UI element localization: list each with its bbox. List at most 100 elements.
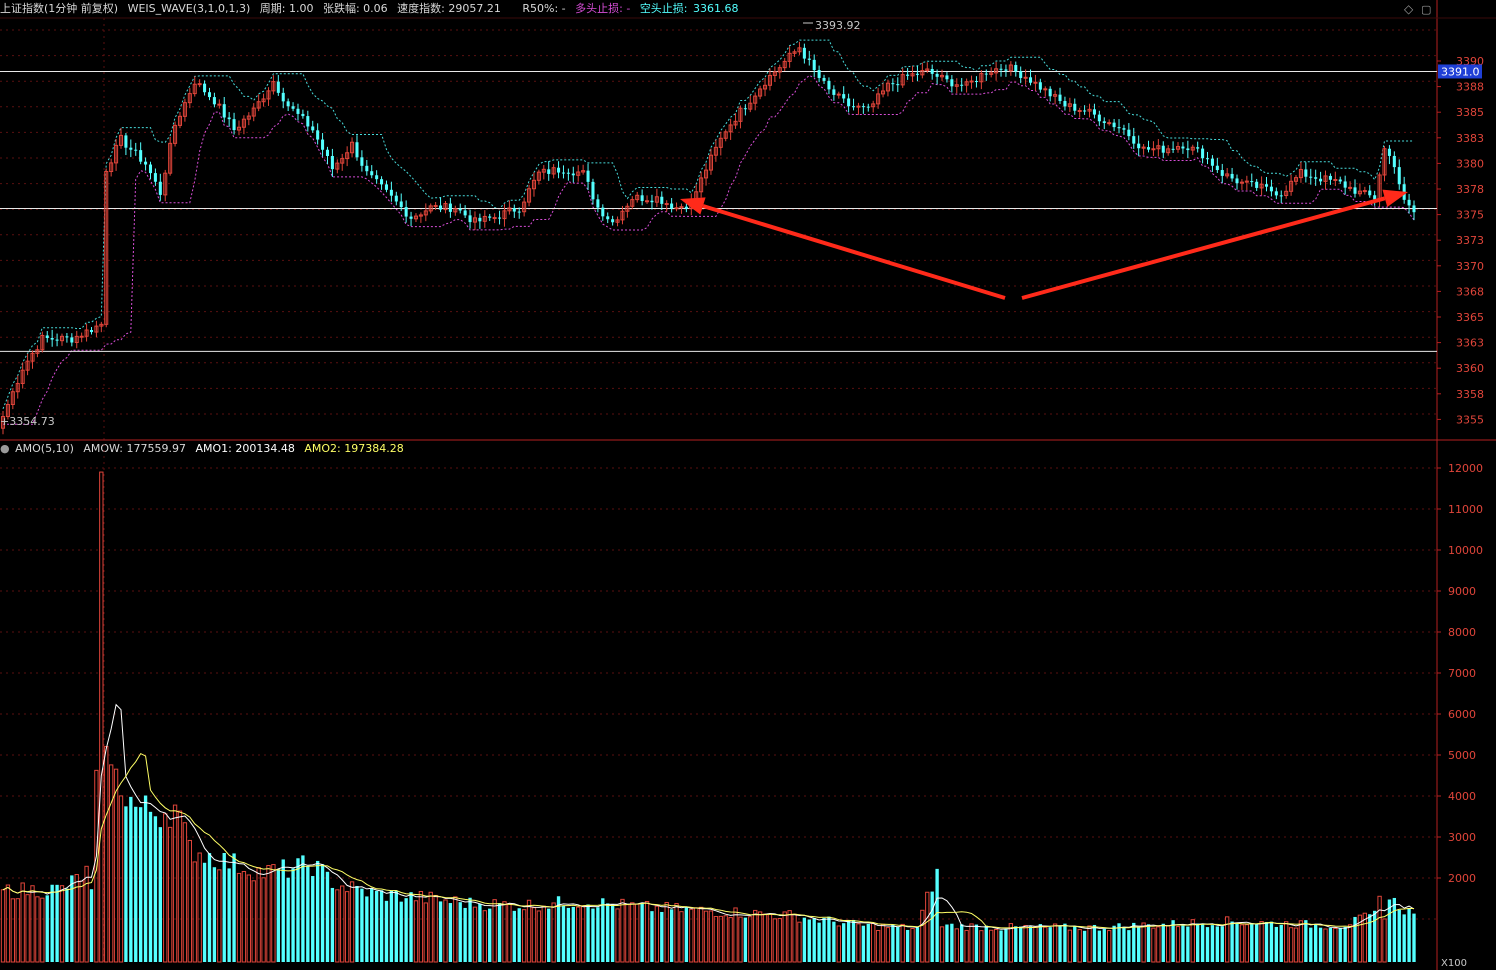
- candle-body-up: [541, 168, 546, 173]
- candle-body-down: [325, 149, 330, 156]
- candle-body-down: [139, 150, 143, 162]
- candle-body-up: [1053, 94, 1058, 97]
- volume-bar-down: [365, 896, 369, 962]
- volume-bar-up: [1175, 926, 1181, 963]
- candle-body-down: [1353, 187, 1357, 194]
- volume-bar-down: [1073, 926, 1077, 962]
- candle-body-down: [1397, 167, 1401, 185]
- volume-bar-up: [723, 915, 728, 963]
- volume-bar-up: [433, 894, 438, 963]
- candle-body-up: [797, 47, 802, 53]
- horizontal-lines: [0, 70, 1437, 352]
- amow-value: AMOW: 177559.97: [83, 442, 186, 455]
- volume-bar-down: [547, 908, 551, 962]
- volume-bar-down: [1102, 928, 1106, 962]
- candle-body-down: [802, 47, 806, 59]
- candle-body-down: [1127, 129, 1131, 137]
- arrow-head: [680, 197, 706, 215]
- volume-indicator-dot-icon[interactable]: ●: [0, 442, 10, 455]
- candle-body-up: [871, 103, 876, 108]
- volume-bar-down: [1314, 924, 1318, 962]
- volume-bar-down: [1304, 920, 1308, 962]
- candle-body-up: [679, 206, 684, 209]
- candle-body-up: [1087, 108, 1092, 112]
- candle-body-up: [1156, 145, 1161, 150]
- candle-body-down: [945, 75, 949, 80]
- volume-bar-up: [880, 923, 886, 963]
- volume-bar-up: [753, 909, 758, 963]
- short-stop-line: [2, 39, 1414, 409]
- candle-body-down: [1146, 147, 1151, 150]
- volume-bar-down: [1397, 909, 1401, 962]
- volume-bar-down: [1264, 921, 1269, 962]
- candle-body-up: [1323, 175, 1328, 182]
- candle-body-down: [203, 83, 207, 93]
- candle-body-down: [89, 329, 94, 333]
- candle-body-down: [1004, 69, 1008, 71]
- volume-bar-down: [207, 853, 212, 962]
- volume-bar-down: [1274, 926, 1279, 962]
- volume-tick-label: 3000: [1448, 831, 1476, 844]
- candle-body-up: [925, 68, 930, 71]
- volume-bar-down: [1058, 925, 1062, 962]
- volume-bar-down: [458, 902, 462, 962]
- volume-bar-up: [615, 908, 620, 963]
- candle-body-up: [413, 215, 418, 220]
- volume-bar-up: [762, 913, 768, 963]
- volume-bar-down: [512, 910, 516, 962]
- candle-body-down: [50, 338, 54, 340]
- volume-bar-down: [325, 871, 330, 962]
- volume-bar-down: [153, 816, 158, 962]
- window-box-icon[interactable]: ▢: [1421, 3, 1432, 16]
- candle-body-down: [1269, 186, 1273, 192]
- candle-body-down: [827, 80, 831, 90]
- volume-bar-up: [1156, 926, 1161, 963]
- volume-bar-down: [1279, 924, 1283, 962]
- diamond-icon[interactable]: ◇: [1404, 2, 1414, 16]
- volume-bar-down: [448, 903, 453, 962]
- candle-body-up: [1067, 103, 1072, 107]
- volume-bar-down: [404, 898, 408, 962]
- volume-bar-down: [1097, 930, 1102, 962]
- volume-bar-down: [360, 888, 364, 962]
- volume-bar-down: [488, 908, 492, 962]
- volume-bar-up: [25, 894, 30, 963]
- candle-body-up: [428, 205, 433, 212]
- volume-bar-up: [1259, 920, 1264, 963]
- amo1-value: AMO1: 200134.48: [195, 442, 295, 455]
- candle-body-up: [173, 124, 178, 144]
- candle-body-down: [1314, 177, 1318, 179]
- volume-bar-down: [684, 907, 689, 962]
- candle-body-down: [1019, 71, 1023, 78]
- candle-body-down: [1073, 103, 1077, 111]
- volume-bar-down: [306, 866, 310, 962]
- candle-body-down: [1097, 114, 1101, 122]
- volume-bar-up: [536, 910, 542, 963]
- candle-body-down: [1210, 158, 1214, 166]
- stop-lines: [2, 39, 1415, 425]
- volume-bar-up: [767, 913, 773, 963]
- volume-bar-down: [1205, 927, 1210, 962]
- price-tick-label: 3375: [1456, 209, 1484, 222]
- volume-bar-up: [271, 864, 276, 963]
- candle-body-up: [163, 172, 168, 196]
- candle-body-down: [207, 92, 212, 98]
- candle-body-up: [84, 329, 89, 337]
- volume-bar-up: [418, 890, 424, 963]
- volume-bar-up: [502, 901, 507, 963]
- volume-bar-up: [163, 813, 168, 963]
- volume-bar-down: [896, 926, 900, 962]
- volume-bar-down: [1235, 923, 1239, 962]
- candle-body-up: [1166, 148, 1171, 154]
- candle-body-up: [536, 171, 541, 181]
- volume-bar-down: [497, 903, 502, 962]
- candle-body-down: [153, 173, 157, 182]
- candle-body-up: [79, 335, 84, 338]
- volume-bar-down: [311, 876, 315, 962]
- volume-bar-up: [413, 900, 419, 963]
- volume-bar-down: [394, 890, 398, 962]
- volume-bar-down: [438, 901, 443, 962]
- candle-body-up: [1239, 181, 1244, 184]
- volume-bar-down: [561, 905, 566, 962]
- volume-bar-up: [713, 916, 719, 963]
